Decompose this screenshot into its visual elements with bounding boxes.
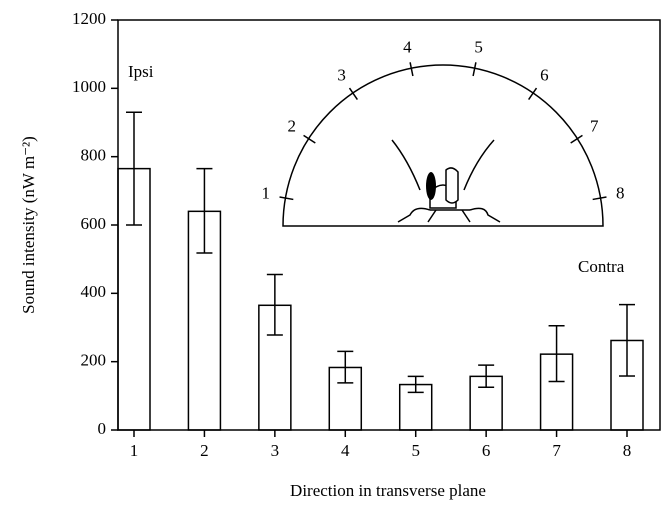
direction-label: 3 bbox=[337, 65, 346, 84]
y-axis-label: Sound intensity (nW m⁻²) bbox=[19, 136, 38, 314]
y-tick-label: 0 bbox=[98, 419, 107, 438]
y-tick-label: 200 bbox=[81, 351, 107, 370]
direction-label: 1 bbox=[261, 183, 270, 202]
x-tick-label: 4 bbox=[341, 441, 350, 460]
direction-label: 4 bbox=[403, 37, 412, 56]
y-tick-label: 800 bbox=[81, 146, 107, 165]
annotation: Ipsi bbox=[128, 62, 154, 81]
direction-label: 7 bbox=[590, 117, 599, 136]
y-tick-label: 1000 bbox=[72, 77, 106, 96]
x-tick-label: 3 bbox=[271, 441, 280, 460]
y-tick-label: 400 bbox=[81, 282, 107, 301]
direction-label: 8 bbox=[616, 183, 625, 202]
chart: Sound intensity (nW m⁻²) Direction in tr… bbox=[0, 0, 664, 505]
annotation: Contra bbox=[578, 257, 625, 276]
direction-label: 6 bbox=[540, 65, 549, 84]
inset-diagram bbox=[283, 65, 603, 226]
y-tick-label: 600 bbox=[81, 214, 107, 233]
y-tick-label: 1200 bbox=[72, 9, 106, 28]
direction-label: 2 bbox=[288, 117, 297, 136]
x-tick-label: 6 bbox=[482, 441, 491, 460]
direction-label: 5 bbox=[474, 37, 483, 56]
x-tick-label: 7 bbox=[552, 441, 561, 460]
x-tick-label: 5 bbox=[411, 441, 420, 460]
x-tick-label: 2 bbox=[200, 441, 209, 460]
x-tick-label: 1 bbox=[130, 441, 139, 460]
x-axis-label: Direction in transverse plane bbox=[290, 481, 486, 500]
x-tick-label: 8 bbox=[623, 441, 632, 460]
